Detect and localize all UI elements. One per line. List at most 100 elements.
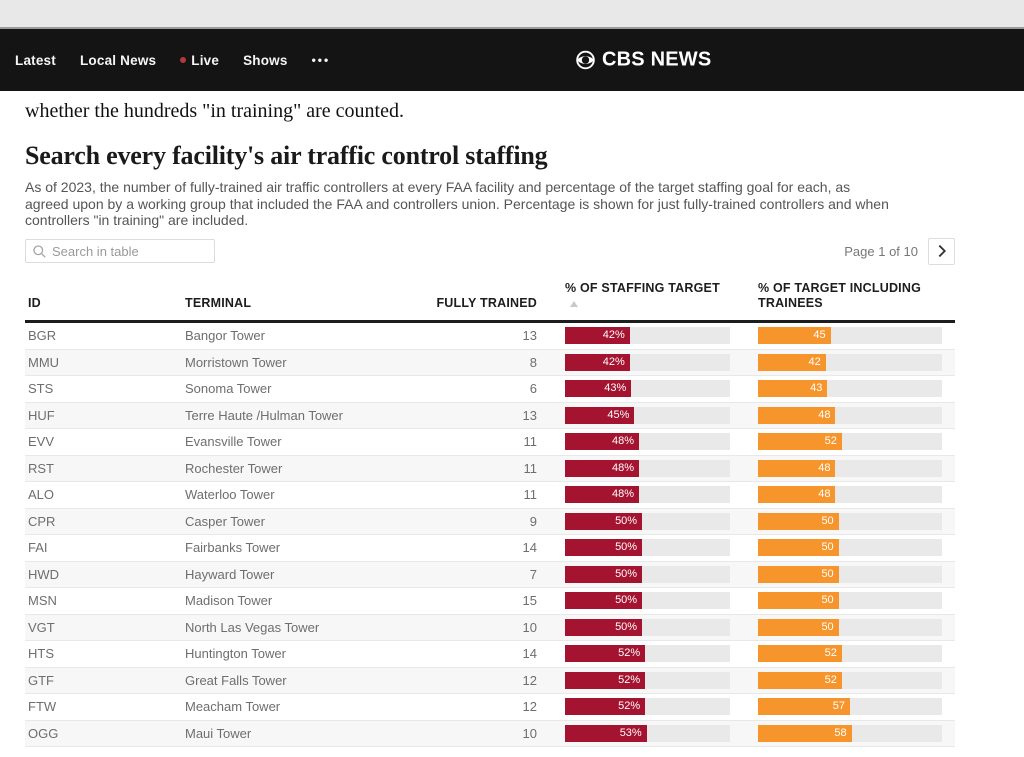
cell-target-incl-trainees: 45 xyxy=(730,323,955,349)
cell-fully-trained: 12 xyxy=(522,699,537,715)
cell-fully-trained: 15 xyxy=(522,593,537,609)
column-header-target-incl-trainees[interactable]: % OF TARGET INCLUDING TRAINEES xyxy=(758,280,921,311)
cell-id: FAI xyxy=(28,540,48,556)
trainees-bar-track: 52 xyxy=(758,433,942,451)
table-row: MMU Morristown Tower 8 42% 42 xyxy=(25,349,955,377)
table-row: ALO Waterloo Tower 11 48% 48 xyxy=(25,482,955,509)
cell-fully-trained: 14 xyxy=(522,540,537,556)
staffing-bar: 50% xyxy=(565,565,643,583)
nav-item-local-news[interactable]: Local News xyxy=(80,53,156,68)
cell-fully-trained: 7 xyxy=(529,566,537,582)
cell-id: FTW xyxy=(28,699,57,715)
nav-item-live[interactable]: Live xyxy=(180,53,219,68)
staffing-bar: 48% xyxy=(565,486,640,504)
table-row: HUF Terre Haute /Hulman Tower 13 45% 48 xyxy=(25,402,955,430)
cell-id: GTF xyxy=(28,672,54,688)
cell-fully-trained: 14 xyxy=(522,646,537,662)
nav-item-label: Latest xyxy=(15,52,56,68)
cell-staffing-target: 52% xyxy=(537,694,730,720)
cell-terminal: Huntington Tower xyxy=(185,646,286,662)
cell-fully-trained: 12 xyxy=(522,672,537,688)
cell-id: VGT xyxy=(28,619,55,635)
cell-staffing-target: 50% xyxy=(537,588,730,614)
trainees-bar-track: 43 xyxy=(758,380,942,398)
trainees-bar: 48 xyxy=(758,486,836,504)
cell-target-incl-trainees: 42 xyxy=(730,350,955,376)
cell-fully-trained: 8 xyxy=(529,354,537,370)
table-row: STS Sonoma Tower 6 43% 43 xyxy=(25,376,955,403)
nav-item-latest[interactable]: Latest xyxy=(15,53,56,68)
table-row: FTW Meacham Tower 12 52% 57 xyxy=(25,694,955,721)
cell-id: CPR xyxy=(28,513,56,529)
cell-target-incl-trainees: 50 xyxy=(730,562,955,588)
trainees-bar-track: 50 xyxy=(758,565,942,583)
cell-id: BGR xyxy=(28,328,57,344)
staffing-bar-track: 50% xyxy=(565,539,730,557)
table-row: VGT North Las Vegas Tower 10 50% 50 xyxy=(25,614,955,642)
nav-item-shows[interactable]: Shows xyxy=(243,53,288,68)
trainees-bar-track: 48 xyxy=(758,486,942,504)
cell-staffing-target: 45% xyxy=(537,403,730,429)
search-input[interactable] xyxy=(52,243,228,259)
nav-more-menu[interactable]: ••• xyxy=(312,53,331,67)
cell-target-incl-trainees: 48 xyxy=(730,482,955,508)
cell-target-incl-trainees: 48 xyxy=(730,403,955,429)
staffing-bar-track: 52% xyxy=(565,698,730,716)
cell-target-incl-trainees: 50 xyxy=(730,588,955,614)
cell-fully-trained: 11 xyxy=(523,487,538,503)
trainees-bar: 52 xyxy=(758,671,842,689)
staffing-bar: 50% xyxy=(565,512,643,530)
staffing-bar-track: 50% xyxy=(565,592,730,610)
column-header-fully-trained[interactable]: FULLY TRAINED xyxy=(436,296,537,311)
cell-terminal: North Las Vegas Tower xyxy=(185,619,320,635)
nav-item-label: Local News xyxy=(79,52,157,68)
staffing-bar-track: 53% xyxy=(565,724,730,742)
cell-staffing-target: 42% xyxy=(537,323,730,349)
cell-id: ALO xyxy=(28,487,55,503)
table-header: ID TERMINAL FULLY TRAINED % OF STAFFING … xyxy=(25,280,955,324)
site-nav: Latest Local News Live Shows ••• CBS NEW… xyxy=(0,29,1024,91)
table-search xyxy=(25,239,228,264)
table-row: MSN Madison Tower 15 50% 50 xyxy=(25,588,955,615)
article-intro-fragment: whether the hundreds "in training" are c… xyxy=(25,100,404,122)
cell-terminal: Maui Tower xyxy=(185,725,252,741)
trainees-bar-track: 58 xyxy=(758,724,942,742)
cell-fully-trained: 9 xyxy=(529,513,537,529)
cbs-news-logo[interactable]: CBS NEWS xyxy=(575,49,711,72)
column-header-terminal[interactable]: TERMINAL xyxy=(185,296,252,311)
staffing-bar-track: 52% xyxy=(565,645,730,663)
table-body: BGR Bangor Tower 13 42% 45 MMU Morristow… xyxy=(25,323,999,748)
cell-fully-trained: 13 xyxy=(522,407,537,423)
article-content: whether the hundreds "in training" are c… xyxy=(0,100,1024,748)
staffing-bar: 52% xyxy=(565,698,646,716)
cell-fully-trained: 11 xyxy=(523,434,538,450)
cell-staffing-target: 42% xyxy=(537,350,730,376)
cell-target-incl-trainees: 43 xyxy=(730,376,955,402)
live-dot-icon xyxy=(180,57,187,63)
cell-terminal: Rochester Tower xyxy=(185,460,283,476)
cell-staffing-target: 52% xyxy=(537,641,730,667)
cell-target-incl-trainees: 52 xyxy=(730,668,955,694)
cell-fully-trained: 10 xyxy=(522,725,537,741)
page-title: Search every facility's air traffic cont… xyxy=(25,141,548,170)
trainees-bar-track: 48 xyxy=(758,406,942,424)
cell-target-incl-trainees: 50 xyxy=(730,509,955,535)
cell-target-incl-trainees: 52 xyxy=(730,429,955,455)
page-indicator: Page 1 of 10 xyxy=(844,243,918,259)
trainees-bar-track: 57 xyxy=(758,698,942,716)
column-header-id[interactable]: ID xyxy=(28,296,41,311)
cell-target-incl-trainees: 58 xyxy=(730,721,955,747)
table-row: OGG Maui Tower 10 53% 58 xyxy=(25,720,955,748)
trainees-bar: 50 xyxy=(758,539,839,557)
next-page-button[interactable] xyxy=(928,237,955,265)
cell-target-incl-trainees: 57 xyxy=(730,694,955,720)
cell-target-incl-trainees: 50 xyxy=(730,615,955,641)
cell-terminal: Hayward Tower xyxy=(185,566,275,582)
staffing-bar-track: 50% xyxy=(565,565,730,583)
column-header-staffing-target[interactable]: % OF STAFFING TARGET xyxy=(537,281,730,312)
table-row: CPR Casper Tower 9 50% 50 xyxy=(25,508,955,536)
chevron-right-icon xyxy=(938,245,946,258)
staffing-bar: 53% xyxy=(565,724,647,742)
table-row: EVV Evansville Tower 11 48% 52 xyxy=(25,429,955,456)
staffing-bar: 45% xyxy=(565,406,635,424)
